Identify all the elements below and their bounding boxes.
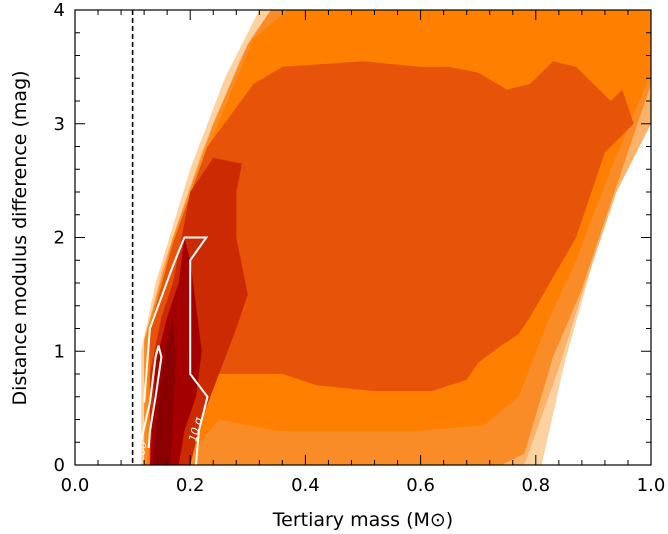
significance-contour-1 — [138, 345, 163, 449]
x-tick-label: 0.8 — [521, 475, 550, 496]
y-tick-label: 4 — [54, 0, 65, 21]
axes: 0.0 0.2 0.4 0.6 0.8 1.0 0 1 2 3 4 — [54, 0, 666, 496]
x-tick-label: 0.6 — [406, 475, 435, 496]
y-tick-label: 1 — [54, 341, 65, 362]
x-axis-title: Tertiary mass (M⊙) — [272, 509, 453, 531]
x-tick-label: 0.0 — [61, 475, 90, 496]
contour-line-layer: 6σ 10 σ — [131, 10, 209, 465]
y-tick-label: 3 — [54, 114, 65, 135]
y-axis-title: Distance modulus difference (mag) — [9, 70, 31, 405]
y-tick-label: 2 — [54, 228, 65, 249]
y-tick-label: 0 — [54, 455, 65, 476]
contour-label-10sigma: 10 σ — [186, 415, 205, 443]
x-tick-label: 0.2 — [176, 475, 205, 496]
contour-level-5 — [149, 61, 634, 465]
x-tick-label: 0.4 — [291, 475, 320, 496]
x-tick-label: 1.0 — [637, 475, 666, 496]
significance-contour-2 — [143, 236, 209, 465]
filled-contour-layer — [141, 10, 651, 465]
contour-label-6sigma: 6σ — [134, 439, 149, 456]
contour-level-8 — [152, 317, 176, 465]
